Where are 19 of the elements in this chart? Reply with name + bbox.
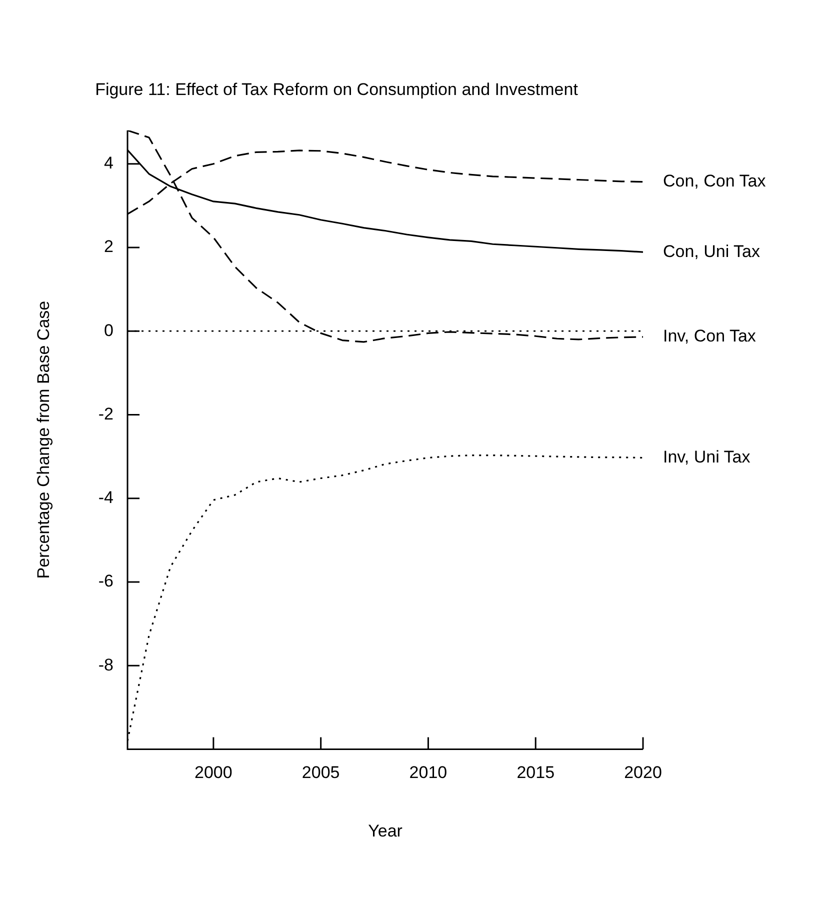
y-tick-label: -4 — [98, 488, 114, 508]
y-tick-label: 2 — [104, 237, 114, 256]
x-axis-title: Year — [368, 821, 403, 840]
x-tick-label: 2020 — [624, 763, 662, 782]
y-tick-label: 4 — [104, 154, 114, 173]
series-label: Con, Con Tax — [663, 172, 766, 191]
series-label: Inv, Uni Tax — [663, 447, 751, 466]
chart-title: Figure 11: Effect of Tax Reform on Consumption and Investment — [95, 80, 578, 99]
y-tick-label: -2 — [98, 404, 114, 424]
x-tick-label: 2015 — [516, 763, 555, 782]
series-label: Con, Uni Tax — [663, 242, 761, 261]
y-axis-title: Percentage Change from Base Case — [34, 300, 53, 579]
x-tick-label: 2005 — [302, 763, 340, 782]
y-tick-label: -8 — [98, 655, 114, 674]
series-label: Inv, Con Tax — [663, 326, 756, 346]
y-tick-label: -6 — [98, 572, 114, 591]
x-tick-label: 2010 — [409, 763, 448, 782]
y-tick-label: 0 — [104, 320, 114, 340]
x-tick-label: 2000 — [194, 763, 232, 782]
